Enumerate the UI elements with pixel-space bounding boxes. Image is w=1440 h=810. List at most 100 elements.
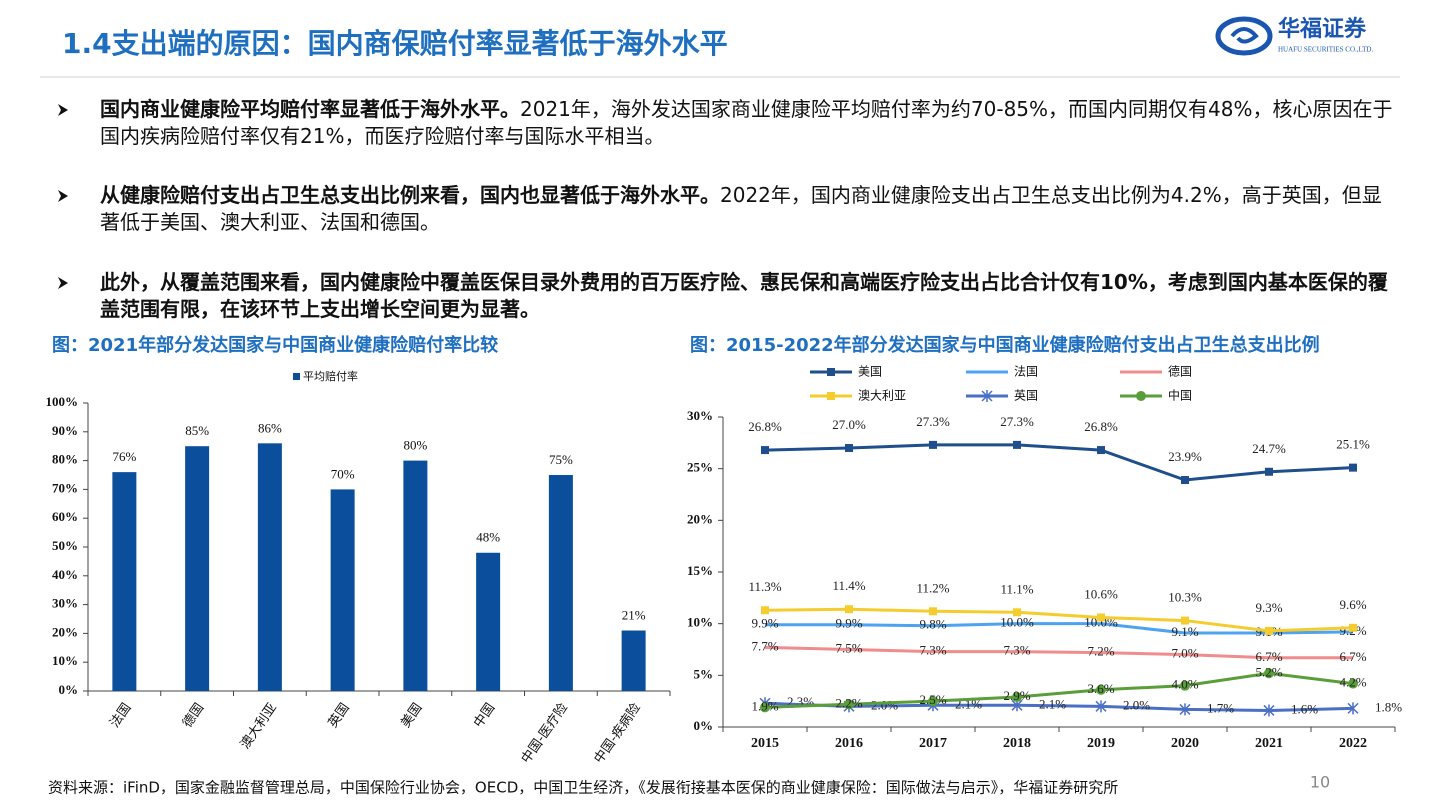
marker bbox=[1349, 463, 1357, 472]
series-line bbox=[764, 701, 1354, 712]
legend-marker bbox=[981, 390, 993, 402]
marker bbox=[1263, 704, 1275, 717]
bar bbox=[330, 489, 355, 691]
x-tick-label: 2022 bbox=[1339, 736, 1367, 751]
chart-title: 图：2015-2022年部分发达国家与中国商业健康险赔付支出占卫生总支出比例 bbox=[690, 334, 1320, 356]
value-label: 26.8% bbox=[1084, 419, 1118, 434]
value-label: 27.0% bbox=[832, 417, 866, 432]
value-label: 9.3% bbox=[1255, 600, 1282, 615]
marker bbox=[1347, 702, 1359, 715]
value-label: 75% bbox=[549, 452, 573, 467]
value-label: 1.6% bbox=[1291, 701, 1318, 716]
value-label: 2.0% bbox=[871, 697, 898, 712]
y-tick-label: 10% bbox=[687, 615, 713, 630]
bar bbox=[112, 472, 137, 691]
logo-swirl bbox=[1230, 27, 1259, 44]
legend-marker bbox=[1136, 391, 1146, 401]
marker bbox=[760, 702, 770, 713]
marker bbox=[1096, 684, 1106, 695]
value-label: 2.0% bbox=[1123, 697, 1150, 712]
series-line bbox=[764, 443, 1354, 482]
logo-en: HUAFU SECURITIES CO.,LTD. bbox=[1278, 46, 1373, 54]
bullet-text: 2021年，海外发达国家商业健康险平均赔付率为约70-85%，而国内同期仅有48… bbox=[100, 97, 1393, 148]
logo-name: 华福证券 bbox=[1278, 16, 1367, 42]
legend-label: 德国 bbox=[1168, 364, 1192, 379]
x-tick-label: 中国-医疗险 bbox=[519, 701, 571, 767]
value-label: 27.3% bbox=[1000, 414, 1034, 429]
marker bbox=[761, 446, 769, 455]
value-label: 7.3% bbox=[1003, 643, 1030, 658]
value-label: 11.3% bbox=[748, 579, 781, 594]
bullet: 国内商业健康险平均赔付率显著低于海外水平。2021年，海外发达国家商业健康险平均… bbox=[100, 96, 1400, 150]
value-label: 76% bbox=[112, 449, 136, 464]
legend-label: 法国 bbox=[1014, 365, 1038, 379]
marker bbox=[1264, 668, 1274, 679]
bullet: 此外，从覆盖范围来看，国内健康险中覆盖医保目录外费用的百万医疗险、惠民保和高端医… bbox=[100, 269, 1400, 323]
value-label: 24.7% bbox=[1252, 441, 1286, 456]
x-tick-label: 2018 bbox=[1003, 736, 1031, 751]
bar bbox=[403, 460, 428, 691]
value-label: 27.3% bbox=[916, 414, 950, 429]
x-tick-label: 澳大利亚 bbox=[237, 700, 280, 752]
x-tick-label: 德国 bbox=[180, 701, 207, 731]
marker bbox=[1095, 700, 1107, 713]
bullet-markers bbox=[58, 104, 68, 289]
value-label: 85% bbox=[185, 423, 209, 438]
marker bbox=[1097, 446, 1105, 455]
value-label: 7.3% bbox=[919, 643, 946, 658]
chart-title: 图：2021年部分发达国家与中国商业健康险赔付率比较 bbox=[52, 334, 498, 356]
marker bbox=[845, 605, 853, 614]
y-tick-label: 20% bbox=[52, 624, 78, 639]
y-tick-label: 40% bbox=[52, 567, 78, 582]
y-tick-label: 20% bbox=[687, 511, 713, 526]
x-tick-label: 2015 bbox=[751, 736, 779, 751]
value-label: 1.8% bbox=[1375, 699, 1402, 714]
x-tick-label: 法国 bbox=[107, 701, 134, 731]
value-label: 80% bbox=[403, 438, 427, 453]
value-label: 6.7% bbox=[1255, 649, 1282, 664]
bullet-text: 2022年，国内商业健康险支出占卫生总支出比例为4.2%，高于英国，但显著低于美… bbox=[100, 183, 1382, 234]
x-tick-label: 2019 bbox=[1087, 736, 1115, 751]
y-tick-label: 5% bbox=[694, 666, 714, 681]
bullet: 从健康险赔付支出占卫生总支出比例来看，国内也显著低于海外水平。2022年，国内商… bbox=[100, 182, 1400, 236]
marker bbox=[1180, 680, 1190, 691]
value-label: 10.6% bbox=[1084, 586, 1118, 601]
x-tick-label: 美国 bbox=[398, 701, 425, 731]
marker bbox=[1013, 440, 1021, 449]
x-tick-label: 2016 bbox=[835, 736, 863, 751]
bullet-marker bbox=[58, 190, 68, 202]
legend-swatch bbox=[293, 373, 300, 380]
y-tick-label: 30% bbox=[687, 408, 713, 423]
legend-marker bbox=[827, 392, 835, 400]
legend-label: 中国 bbox=[1168, 388, 1192, 403]
y-tick-label: 15% bbox=[687, 563, 713, 578]
value-label: 9.9% bbox=[751, 616, 778, 631]
marker bbox=[929, 440, 937, 449]
x-tick-label: 中国 bbox=[471, 701, 498, 731]
value-label: 2.9% bbox=[1003, 688, 1030, 703]
x-tick-label: 中国-疾病险 bbox=[592, 701, 644, 767]
bullet-bold: 国内商业健康险平均赔付率显著低于海外水平。 bbox=[100, 97, 520, 121]
value-label: 9.6% bbox=[1339, 597, 1366, 612]
value-label: 4.0% bbox=[1171, 677, 1198, 692]
marker bbox=[928, 696, 938, 707]
x-tick-label: 英国 bbox=[326, 701, 353, 731]
legend-label: 英国 bbox=[1014, 389, 1038, 403]
marker bbox=[1265, 467, 1273, 476]
marker bbox=[1265, 626, 1273, 635]
series-line bbox=[765, 622, 1354, 635]
value-label: 1.9% bbox=[751, 698, 778, 713]
x-tick-label: 2017 bbox=[919, 736, 947, 751]
y-tick-label: 0% bbox=[59, 682, 79, 697]
marker bbox=[929, 607, 937, 616]
value-label: 26.8% bbox=[748, 419, 782, 434]
value-label: 9.8% bbox=[919, 617, 946, 632]
page-number: 10 bbox=[1310, 773, 1330, 792]
marker bbox=[761, 606, 769, 615]
value-label: 7.5% bbox=[835, 640, 862, 655]
value-label: 11.2% bbox=[916, 580, 949, 595]
y-tick-label: 30% bbox=[52, 596, 78, 611]
marker bbox=[844, 699, 854, 710]
logo: 华福证券 HUAFU SECURITIES CO.,LTD. bbox=[1215, 16, 1373, 56]
